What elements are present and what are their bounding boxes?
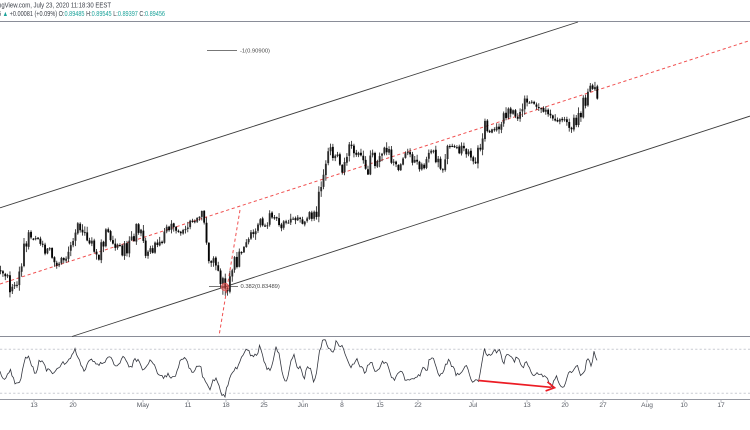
svg-text:18: 18 bbox=[222, 402, 230, 409]
svg-text:20: 20 bbox=[69, 402, 77, 409]
svg-text:May: May bbox=[137, 402, 150, 409]
svg-text:11: 11 bbox=[185, 402, 192, 409]
svg-text:20: 20 bbox=[561, 402, 569, 409]
svg-text:13: 13 bbox=[30, 402, 38, 409]
svg-text:Aug: Aug bbox=[641, 402, 653, 409]
svg-text:25: 25 bbox=[260, 402, 268, 409]
svg-text:Jul: Jul bbox=[469, 402, 478, 409]
svg-text:8: 8 bbox=[340, 402, 344, 409]
svg-text:Jun: Jun bbox=[298, 402, 309, 409]
svg-text:17: 17 bbox=[717, 402, 725, 409]
svg-text:0.382(0.83489): 0.382(0.83489) bbox=[241, 284, 280, 290]
svg-text:5 ▲ +0.00081 (+0.09%) O:0.8948: 5 ▲ +0.00081 (+0.09%) O:0.89485 H:0.8954… bbox=[0, 11, 165, 18]
svg-text:-1(0.90900): -1(0.90900) bbox=[240, 48, 270, 54]
svg-text:10: 10 bbox=[680, 402, 688, 409]
svg-text:13: 13 bbox=[523, 402, 531, 409]
svg-text:ngView.com, July 23, 2020 11:1: ngView.com, July 23, 2020 11:18:30 EEST bbox=[0, 2, 112, 9]
svg-text:27: 27 bbox=[599, 402, 607, 409]
svg-text:15: 15 bbox=[376, 402, 384, 409]
svg-text:22: 22 bbox=[414, 402, 422, 409]
